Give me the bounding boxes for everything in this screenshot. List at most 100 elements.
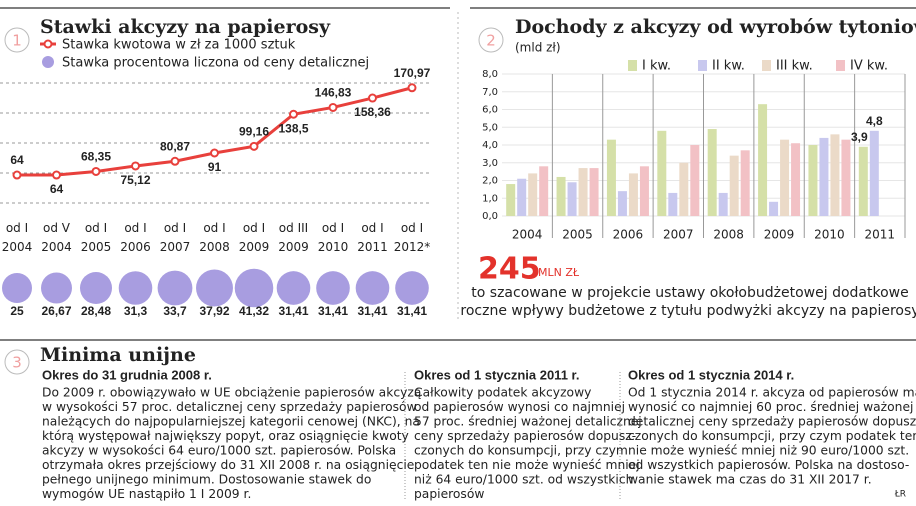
data-label: 33,7 [163,304,187,318]
column-text: czonych do konsumpcji, przy czym [414,444,628,458]
bar [858,146,868,216]
x-tick-label: od I 2004 [1,221,33,254]
column-text: pełnego unijnego minimum. Dostosowanie s… [42,473,371,487]
annotation-text: roczne wpływy budżetowe z tytułu podwyżk… [460,303,916,319]
data-label: 37,92 [199,304,229,318]
bubble [276,271,311,305]
data-label: 80,87 [160,139,190,153]
point [12,170,22,180]
column-text: od wszystkich papierosów. Polska na dost… [628,458,909,472]
x-tick-label: 2006 [613,228,644,242]
column-heading: Okres od 1 stycznia 2011 r. [414,367,580,382]
x-tick-label: od I 2008 [199,221,230,254]
x-tick-label: od I 2012* [393,221,431,254]
column-text: papierosów [414,487,484,501]
x-tick-label: 2008 [713,228,744,242]
bar [869,130,879,216]
section-title: Minima unijne [40,344,196,366]
y-tick-label: 0,0 [482,211,498,222]
badge-number: 1 [12,32,22,50]
bubble [79,271,113,305]
data-label: 170,97 [394,66,431,80]
y-tick-label: 8,0 [482,69,498,80]
data-label: 91 [208,160,222,174]
column-text: od papierosów wynosi co najmniej [414,400,625,414]
column-text: wymogów UE nastąpiło 1 I 2009 r. [42,487,251,501]
legend-swatch [42,56,54,68]
bar [808,145,818,216]
credit: ŁR [894,490,906,500]
bar [707,129,717,216]
bar [639,166,649,216]
y-tick-label: 5,0 [482,122,498,133]
y-tick-label: 6,0 [482,105,498,116]
legend-label: Stawka kwotowa w zł za 1000 sztuk [62,38,296,53]
bubble [157,270,193,306]
bar [718,192,728,216]
bubble [316,271,350,305]
x-tick-label: od I 2005 [80,221,112,254]
y-tick-label: 3,0 [482,158,498,169]
bar [589,168,599,216]
point [368,93,377,103]
x-tick-label: 2010 [814,228,845,242]
bar [668,192,678,216]
point [407,83,417,93]
legend-label: IV kw. [850,59,888,74]
x-tick-label: 2007 [663,228,694,242]
bar [628,173,638,216]
data-label: 41,32 [239,304,269,318]
point [131,161,140,171]
data-label: 99,16 [239,125,269,139]
column-text: 57 proc. średniej ważonej detalicznej [414,415,642,429]
y-tick-label: 1,0 [482,193,498,204]
column-text: którą występował największy popyt, oraz … [42,429,409,443]
bar [841,139,851,216]
bar [539,166,549,216]
legend-label: II kw. [712,59,745,74]
legend-swatch [698,60,707,71]
bar [690,145,700,216]
x-tick-label: 2011 [865,228,896,242]
data-label: 64 [10,153,24,167]
legend-swatch [628,60,637,71]
bubble [395,271,429,305]
point [91,166,101,176]
data-label: 3,9 [851,130,868,144]
column-heading: Okres do 31 grudnia 2008 r. [42,367,212,382]
badge [4,27,30,53]
bar [769,201,779,216]
data-label: 26,67 [41,304,71,318]
x-tick-label: od I 2010 [317,221,349,254]
badge-number: 3 [12,354,22,372]
badge [4,349,30,375]
bubble [234,268,274,308]
bar [729,155,739,216]
x-tick-label: od I 2006 [120,221,151,254]
data-label: 31,41 [278,304,308,318]
x-tick-label: 2005 [562,228,593,242]
bar [758,104,768,216]
column-text: akcyzy w wysokości 64 euro/1000 szt. pap… [42,444,396,458]
data-label: 31,41 [318,304,348,318]
point [328,102,338,112]
bubble [2,273,32,303]
column-text: ceny sprzedaży papierosów dopusz- [414,429,636,443]
badge-number: 2 [486,32,496,50]
bar [830,134,840,216]
bar [819,137,829,216]
column-text: nie może wynieść mniej niż 90 euro/1000 … [628,444,909,458]
column-text: należących do najpopularniejszej kategor… [42,415,420,429]
point [170,156,180,166]
column-text: Do 2009 r. obowiązywało w UE obciążenie … [42,386,421,400]
bubble [196,269,233,307]
data-label: 4,8 [866,114,883,128]
data-label: 146,83 [315,86,352,100]
x-tick-label: od I 2011 [357,221,388,254]
chart-title: Stawki akcyzy na papierosy [40,16,331,38]
x-tick-label: od I 2009 [238,221,270,254]
bar [506,184,516,216]
point [210,148,219,158]
